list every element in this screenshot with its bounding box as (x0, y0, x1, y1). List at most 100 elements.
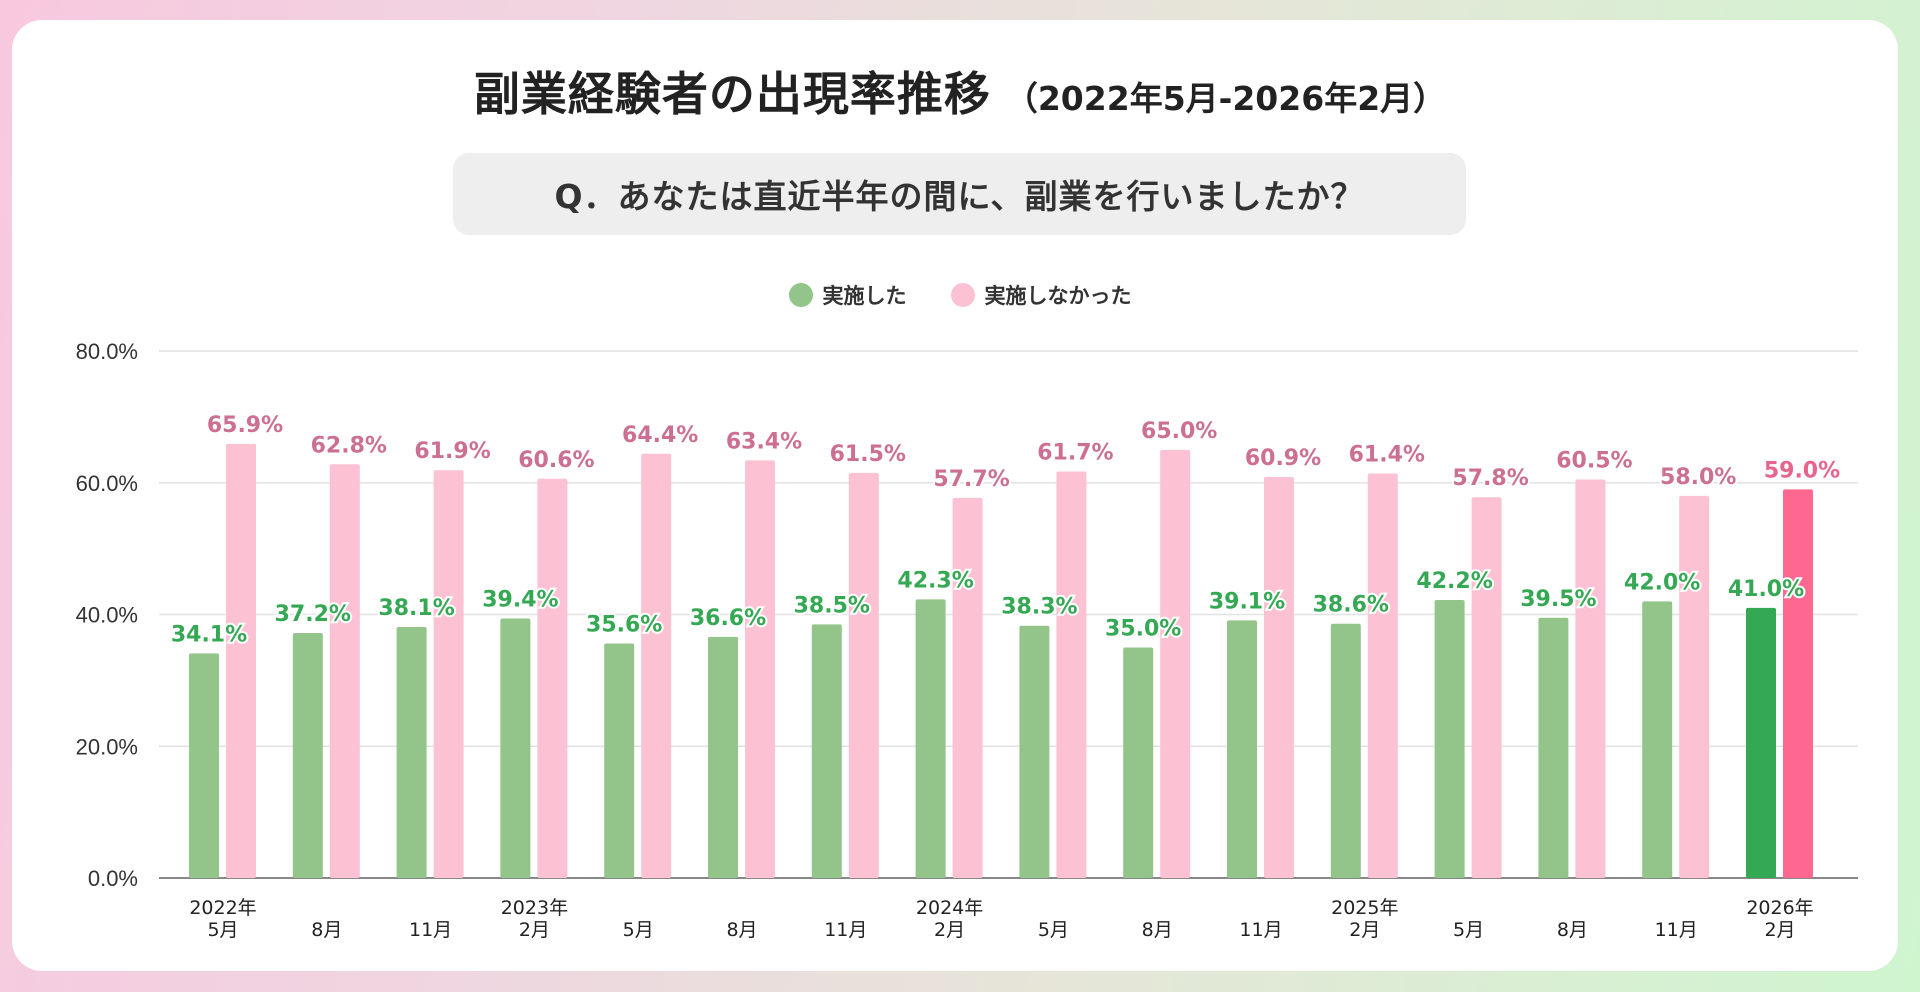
data-label-did: 39.5% (1520, 587, 1596, 612)
y-tick-label: 80.0% (76, 339, 138, 364)
data-label-did: 38.3% (1001, 595, 1077, 620)
bar-did-not (1679, 495, 1710, 878)
legend-label-did: 実施した (822, 284, 907, 308)
x-tick-label: 8月 (1142, 919, 1173, 941)
data-label-did: 38.5% (794, 593, 870, 618)
x-tick-label: 2024年 (916, 897, 983, 919)
data-label-did: 38.1% (378, 596, 454, 621)
bar-did (1642, 601, 1673, 878)
x-tick-label: 5月 (207, 919, 238, 941)
bar-did-not (226, 443, 256, 878)
data-label-did-not: 65.9% (207, 413, 283, 438)
data-label-did: 38.6% (1313, 593, 1389, 618)
bar-did (1330, 623, 1361, 878)
x-tick-label: 2月 (934, 919, 965, 941)
data-label-did: 36.6% (690, 606, 766, 631)
data-label-did-not: 62.8% (311, 433, 387, 458)
data-label-did-not: 61.9% (414, 439, 490, 464)
bar-did-not (329, 464, 360, 878)
bar-did (1746, 607, 1776, 878)
legend-item-did: 実施した (788, 280, 907, 310)
x-tick-label: 2023年 (501, 897, 568, 919)
data-label-did-not: 61.7% (1037, 441, 1113, 466)
data-label-did-not: 61.4% (1349, 443, 1425, 468)
bar-did-not (745, 460, 775, 878)
x-tick-label: 2025年 (1331, 897, 1398, 919)
data-label-did: 41.0% (1728, 577, 1804, 602)
x-tick-label: 11月 (824, 919, 867, 941)
bar-did (915, 599, 946, 878)
x-tick-label: 2月 (519, 919, 550, 941)
chart-title: 副業経験者の出現率推移 （2022年5月-2026年2月） (0, 58, 1920, 124)
data-label-did-not: 60.6% (518, 448, 594, 473)
bar-did-not (1056, 471, 1087, 878)
y-tick-label: 40.0% (76, 603, 138, 628)
bar-did (1227, 620, 1257, 878)
data-label-did-not: 60.9% (1245, 446, 1321, 471)
data-label-did-not: 65.0% (1141, 419, 1217, 444)
bar-did (1538, 617, 1569, 878)
y-tick-label: 60.0% (76, 471, 138, 496)
bar-did (1123, 647, 1154, 878)
data-label-did-not: 60.5% (1556, 448, 1632, 473)
bar-did (708, 636, 738, 878)
bar-did-not (433, 470, 464, 878)
legend-swatch-did-not (950, 283, 975, 307)
bar-did-not (1783, 489, 1813, 878)
data-label-did-not: 61.5% (830, 442, 906, 467)
data-label-did: 42.0% (1624, 570, 1700, 595)
bar-did-not (1160, 449, 1191, 878)
x-tick-label: 5月 (1038, 919, 1069, 941)
title-main: 副業経験者の出現率推移 (473, 67, 991, 121)
bar-did-not (848, 472, 879, 878)
x-tick-label: 2026年 (1746, 897, 1813, 919)
bar-did (1434, 600, 1465, 878)
data-label-did: 37.2% (275, 602, 351, 627)
data-label-did: 42.3% (897, 568, 973, 593)
x-tick-label: 5月 (1453, 919, 1484, 941)
bar-did (604, 643, 635, 878)
bar-did (811, 624, 842, 878)
bar-did (189, 653, 219, 878)
data-label-did: 39.4% (482, 587, 558, 612)
data-label-did-not: 57.8% (1452, 466, 1528, 491)
legend-label-did-not: 実施しなかった (984, 284, 1132, 308)
x-tick-label: 11月 (409, 919, 452, 941)
bar-did (1019, 625, 1050, 878)
bar-did-not (1471, 497, 1502, 878)
data-label-did-not: 64.4% (622, 423, 698, 448)
x-tick-label: 8月 (1557, 919, 1588, 941)
data-label-did: 35.6% (586, 612, 662, 637)
data-label-did-not: 59.0% (1764, 458, 1840, 483)
y-tick-label: 20.0% (76, 734, 138, 759)
x-tick-label: 11月 (1239, 919, 1282, 941)
data-label-did: 39.1% (1209, 589, 1285, 614)
data-label-did: 34.1% (171, 622, 247, 647)
x-tick-label: 8月 (311, 919, 342, 941)
y-tick-label: 0.0% (88, 866, 138, 891)
bar-did (292, 632, 323, 878)
x-tick-label: 11月 (1655, 919, 1698, 941)
legend-swatch-did (788, 283, 813, 307)
bar-did-not (952, 497, 983, 878)
bar-did (396, 627, 427, 878)
data-label-did-not: 58.0% (1660, 465, 1736, 490)
data-label-did: 42.2% (1416, 569, 1492, 594)
bar-did-not (1575, 479, 1606, 878)
title-period: （2022年5月-2026年2月） (1004, 79, 1447, 118)
bar-did-not (1264, 476, 1294, 878)
x-tick-label: 2月 (1764, 919, 1795, 941)
legend-item-did-not: 実施しなかった (950, 280, 1132, 310)
question-box: Q．あなたは直近半年の間に、副業を行いましたか？ (453, 153, 1466, 235)
bar-did (500, 618, 531, 878)
legend: 実施した 実施しなかった (0, 280, 1920, 310)
data-label-did-not: 63.4% (726, 429, 802, 454)
x-tick-label: 5月 (623, 919, 654, 941)
x-tick-label: 2月 (1349, 919, 1380, 941)
data-label-did: 35.0% (1105, 616, 1181, 641)
x-tick-label: 2022年 (189, 897, 256, 919)
bar-did-not (537, 478, 568, 878)
data-label-did-not: 57.7% (933, 467, 1009, 492)
bar-did-not (1367, 473, 1398, 878)
